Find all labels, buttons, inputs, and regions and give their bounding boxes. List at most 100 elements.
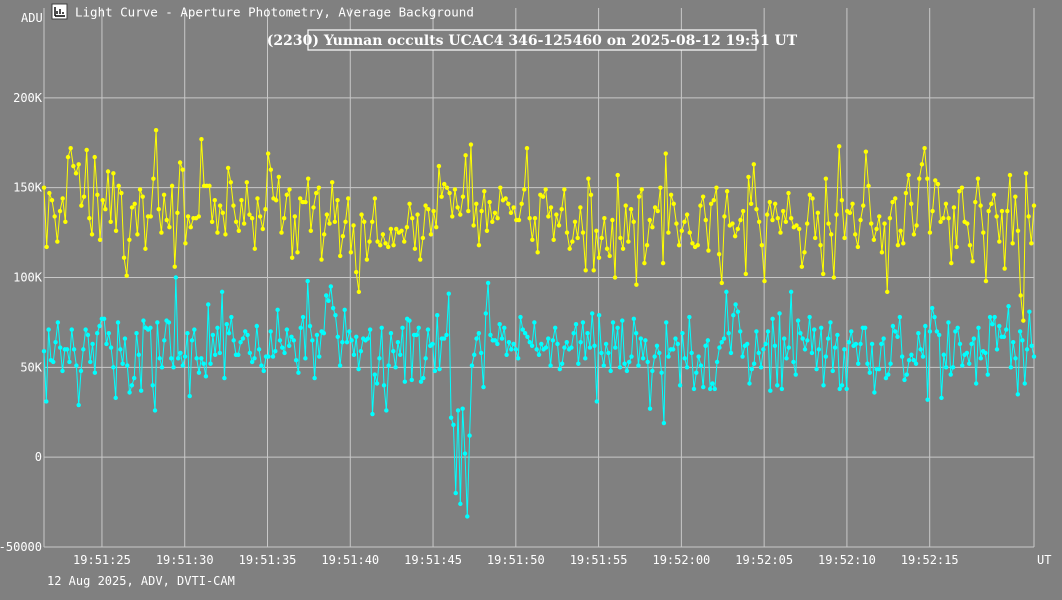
target-star-point	[386, 244, 391, 250]
comparison-star-point	[978, 356, 983, 361]
comparison-star-point	[633, 331, 639, 336]
comparison-star-point	[173, 275, 179, 280]
target-star-point	[935, 181, 941, 187]
target-star-point	[655, 208, 660, 214]
comparison-star-point	[289, 334, 294, 339]
target-star-point	[151, 176, 156, 181]
target-star-point	[759, 242, 765, 248]
comparison-star-point	[747, 381, 752, 386]
comparison-star-point	[610, 320, 616, 325]
target-star-point	[914, 223, 919, 228]
comparison-star-point	[717, 345, 722, 350]
comparison-star-point	[726, 331, 731, 336]
chart-title-box	[307, 29, 757, 51]
target-star-point	[722, 214, 727, 219]
comparison-star-point	[781, 336, 787, 341]
target-star-point	[922, 145, 927, 151]
target-star-point	[911, 232, 917, 237]
comparison-star-point	[95, 331, 100, 336]
window-icon[interactable]	[51, 3, 68, 20]
comparison-star-point	[245, 332, 250, 338]
y-tick-label: 200K	[13, 91, 43, 105]
comparison-star-point	[897, 314, 903, 320]
target-star-point	[209, 219, 215, 224]
comparison-star-point	[1020, 338, 1025, 343]
target-star-point	[695, 242, 700, 248]
comparison-star-point	[155, 320, 160, 325]
comparison-star-point	[104, 341, 109, 347]
target-star-point	[177, 160, 183, 165]
target-star-point	[474, 201, 479, 207]
comparison-star-point	[724, 289, 729, 295]
comparison-star-point	[721, 336, 727, 341]
target-star-point	[970, 259, 975, 264]
comparison-star-point	[402, 379, 408, 384]
target-star-point	[156, 207, 161, 212]
target-star-point	[829, 232, 834, 237]
comparison-star-point	[497, 322, 502, 327]
target-star-point	[292, 214, 298, 219]
comparison-star-point	[650, 368, 655, 374]
comparison-star-point	[254, 323, 259, 329]
comparison-star-point	[53, 339, 58, 345]
target-star-point	[647, 217, 652, 223]
comparison-star-point	[539, 341, 544, 347]
target-star-point	[882, 221, 887, 226]
target-star-point	[137, 187, 143, 192]
target-star-point	[842, 235, 847, 241]
target-star-point	[140, 194, 145, 199]
target-star-point	[388, 226, 394, 232]
target-star-point	[308, 228, 314, 233]
target-star-point	[124, 273, 129, 278]
target-star-point	[572, 219, 578, 224]
target-star-point	[212, 198, 217, 203]
target-star-point	[527, 216, 532, 221]
target-star-point	[588, 192, 594, 198]
target-star-point	[855, 244, 861, 250]
comparison-star-point	[249, 359, 255, 365]
target-star-point	[399, 228, 404, 233]
target-star-point	[666, 230, 671, 235]
target-star-point	[148, 214, 153, 219]
target-star-point	[236, 228, 241, 233]
comparison-star-point	[231, 338, 236, 343]
comparison-star-point	[624, 368, 630, 374]
comparison-star-point	[893, 329, 898, 334]
target-star-point	[348, 250, 354, 255]
target-star-point	[802, 250, 807, 255]
comparison-star-point	[590, 311, 595, 316]
target-star-point	[426, 207, 431, 212]
comparison-star-point	[867, 370, 872, 375]
target-star-point	[92, 154, 97, 160]
comparison-star-point	[659, 370, 664, 375]
target-star-point	[63, 219, 68, 224]
comparison-star-point	[1010, 339, 1016, 345]
comparison-star-point	[324, 293, 329, 298]
comparison-star-point	[275, 307, 280, 313]
target-star-point	[887, 216, 893, 221]
target-star-point	[247, 212, 252, 217]
comparison-star-point	[138, 388, 144, 393]
target-star-point	[866, 183, 871, 189]
comparison-star-point	[509, 347, 514, 352]
target-star-point	[762, 278, 767, 284]
comparison-star-point	[701, 384, 706, 390]
target-star-point	[516, 217, 522, 223]
comparison-star-point	[895, 334, 900, 339]
target-star-point	[780, 208, 786, 214]
target-star-point	[818, 242, 823, 248]
target-star-point	[906, 172, 911, 178]
comparison-star-point	[687, 314, 692, 320]
comparison-star-point	[317, 354, 322, 359]
comparison-star-point	[758, 365, 764, 370]
comparison-star-point	[1024, 347, 1030, 352]
comparison-star-point	[992, 314, 997, 320]
comparison-star-point	[756, 350, 761, 356]
target-star-point	[583, 268, 588, 273]
comparison-star-point	[620, 318, 625, 323]
target-star-point	[284, 192, 290, 198]
comparison-star-point	[930, 305, 935, 311]
target-star-point	[273, 198, 279, 203]
target-star-point	[954, 244, 959, 250]
comparison-star-point	[562, 345, 567, 350]
